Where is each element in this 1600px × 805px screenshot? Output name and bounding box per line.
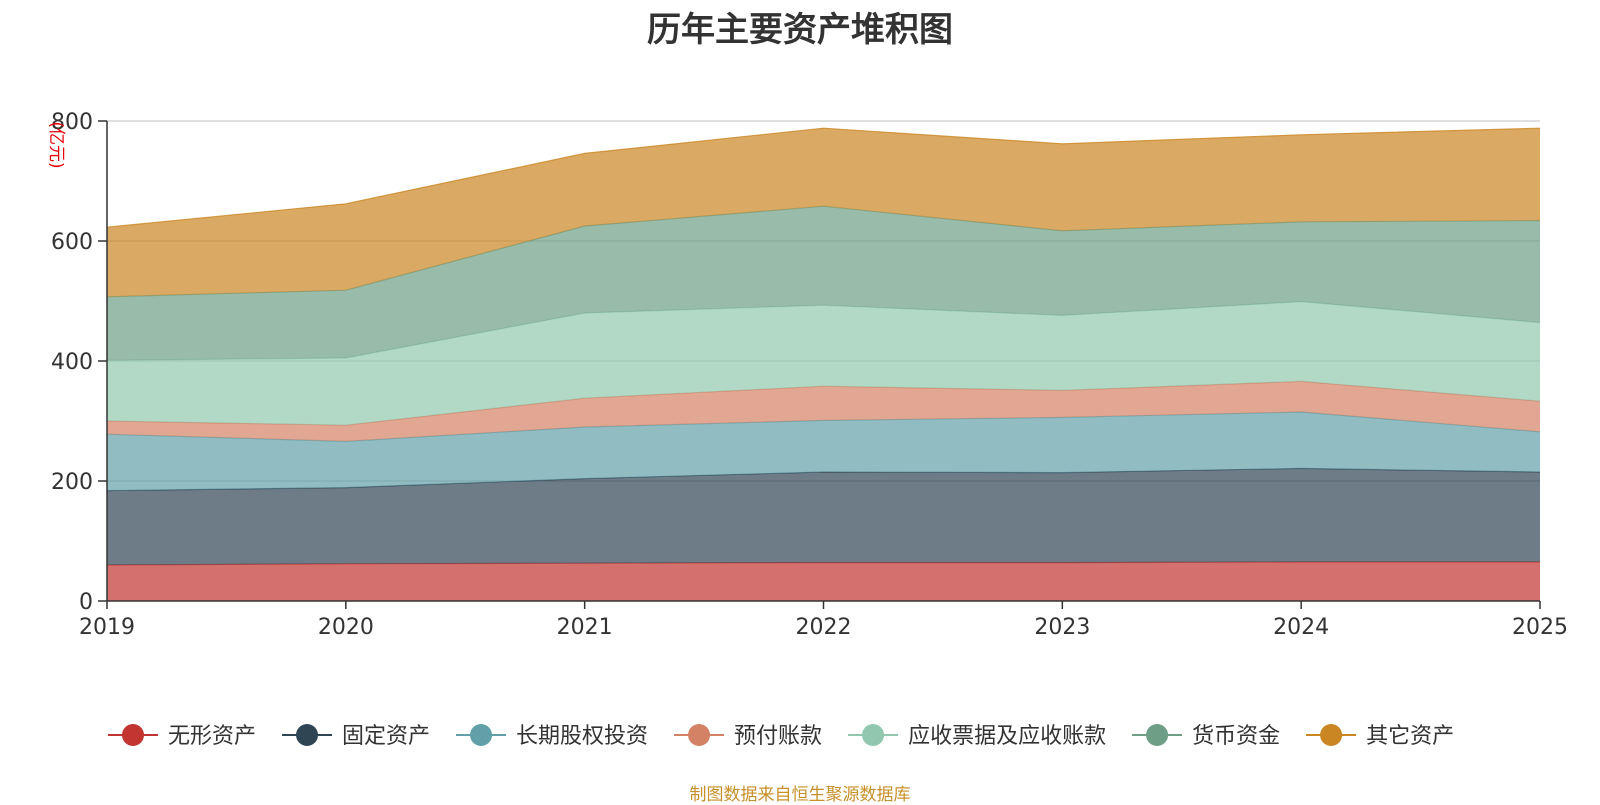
area-series	[106, 127, 1541, 601]
x-tick-label: 2021	[557, 615, 613, 640]
area-series-3	[107, 412, 1540, 491]
y-tick-label: 800	[51, 110, 93, 135]
legend-item-3: 长期股权投资	[456, 724, 648, 749]
axes: 0 200 400 600 800 2019 2020 2021 2022 2023 2024 202…	[46, 110, 1568, 640]
legend-item-1: 无形资产	[108, 724, 256, 749]
area-series-5	[107, 301, 1540, 426]
legend-label: 应收票据及应收账款	[908, 724, 1106, 749]
legend-item-4: 预付账款	[674, 724, 822, 749]
x-tick-label: 2024	[1273, 615, 1329, 640]
legend-marker	[688, 724, 711, 746]
area-series-1	[107, 562, 1540, 601]
legend-marker	[862, 724, 885, 746]
legend-label: 货币资金	[1192, 724, 1280, 749]
y-unit-label: (亿元)	[46, 121, 66, 168]
legend-item-6: 货币资金	[1132, 724, 1280, 749]
legend-marker	[296, 724, 319, 746]
series-line-7	[106, 127, 1541, 228]
legend-item-2: 固定资产	[282, 724, 430, 749]
area-series-7	[107, 128, 1540, 297]
legend: 无形资产 固定资产 长期股权投资 预付账款 应收票据及应收账款 货币资金 其它资产	[108, 724, 1454, 749]
x-tick-label: 2019	[79, 615, 135, 640]
legend-label: 预付账款	[734, 724, 822, 749]
chart-title: 历年主要资产堆积图	[647, 10, 953, 50]
legend-marker	[470, 724, 493, 746]
x-tick-label: 2023	[1034, 615, 1090, 640]
x-tick-label: 2020	[318, 615, 374, 640]
legend-item-7: 其它资产	[1306, 724, 1454, 749]
legend-label: 无形资产	[168, 724, 256, 749]
y-tick-label: 600	[51, 230, 93, 255]
area-series-6	[107, 206, 1540, 361]
legend-marker	[1146, 724, 1169, 746]
data-source-note: 制图数据来自恒生聚源数据库	[689, 785, 911, 805]
legend-marker	[122, 724, 144, 746]
y-tick-label: 0	[79, 590, 93, 615]
x-tick-label: 2022	[796, 615, 852, 640]
legend-label: 其它资产	[1366, 724, 1454, 749]
legend-marker	[1320, 724, 1343, 746]
area-series-4	[107, 381, 1540, 442]
x-tick-label: 2025	[1512, 615, 1568, 640]
legend-label: 固定资产	[342, 724, 430, 749]
y-tick-label: 400	[51, 350, 93, 375]
legend-label: 长期股权投资	[516, 724, 648, 749]
area-series-2	[107, 468, 1540, 565]
legend-item-5: 应收票据及应收账款	[848, 724, 1106, 749]
y-tick-label: 200	[51, 470, 93, 495]
